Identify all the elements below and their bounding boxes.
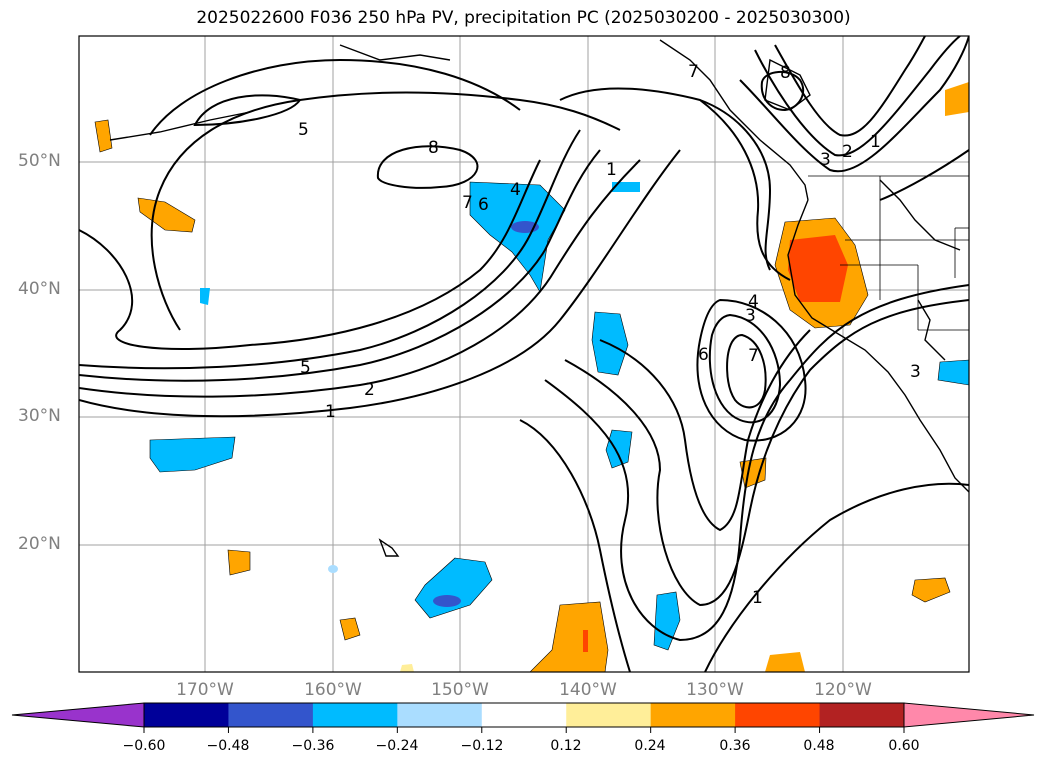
lon-label: 150°W xyxy=(431,680,489,700)
contour-label: 5 xyxy=(298,120,309,140)
contour-label: 7 xyxy=(462,193,473,213)
borders xyxy=(808,175,969,331)
colorbar-tick-label: −0.36 xyxy=(291,738,335,754)
colorbar-tick-label: −0.24 xyxy=(375,738,419,754)
colorbar-tick-label: 0.60 xyxy=(888,738,920,754)
colorbar-tick-label: 0.36 xyxy=(719,738,751,754)
contour-label: 4 xyxy=(748,292,759,312)
contour-label: 1 xyxy=(752,588,763,608)
contour-label: 3 xyxy=(820,150,831,170)
lat-label: 40°N xyxy=(18,279,61,299)
contour-label: 7 xyxy=(688,62,699,82)
colorbar-tick-label: −0.12 xyxy=(460,738,504,754)
lon-label: 160°W xyxy=(304,680,362,700)
colorbar-tick-label: −0.60 xyxy=(122,738,166,754)
lat-label: 30°N xyxy=(18,406,61,426)
contour-label: 3 xyxy=(910,362,921,382)
contour-label: 1 xyxy=(606,160,617,180)
contour-label: 7 xyxy=(748,346,759,366)
lon-label: 170°W xyxy=(176,680,234,700)
contour-label: 8 xyxy=(780,63,791,83)
lon-label: 120°W xyxy=(814,680,872,700)
colorbar-tick-label: 0.24 xyxy=(634,738,666,754)
map-background xyxy=(79,36,969,672)
contour-label: 4 xyxy=(510,180,521,200)
contour-label: 1 xyxy=(870,132,881,152)
map-frame xyxy=(78,35,970,673)
pv-contours xyxy=(79,36,969,672)
lat-label: 20°N xyxy=(18,534,61,554)
colorbar-tick-label: −0.48 xyxy=(206,738,250,754)
contour-label: 6 xyxy=(478,195,489,215)
contour-label: 8 xyxy=(428,138,439,158)
chart-title: 2025022600 F036 250 hPa PV, precipitatio… xyxy=(196,8,851,28)
contour-label: 2 xyxy=(364,380,375,400)
lat-label: 50°N xyxy=(18,151,61,171)
contour-label: 5 xyxy=(300,358,311,378)
contour-label: 2 xyxy=(842,142,853,162)
colorbar-tick-label: 0.12 xyxy=(550,738,582,754)
precip-shading xyxy=(94,82,969,672)
lon-label: 140°W xyxy=(559,680,617,700)
contour-label: 3 xyxy=(745,306,756,326)
lon-label: 130°W xyxy=(686,680,744,700)
contour-label: 1 xyxy=(325,402,336,422)
contour-label: 6 xyxy=(698,345,709,365)
colorbar-tick-label: 0.48 xyxy=(803,738,835,754)
